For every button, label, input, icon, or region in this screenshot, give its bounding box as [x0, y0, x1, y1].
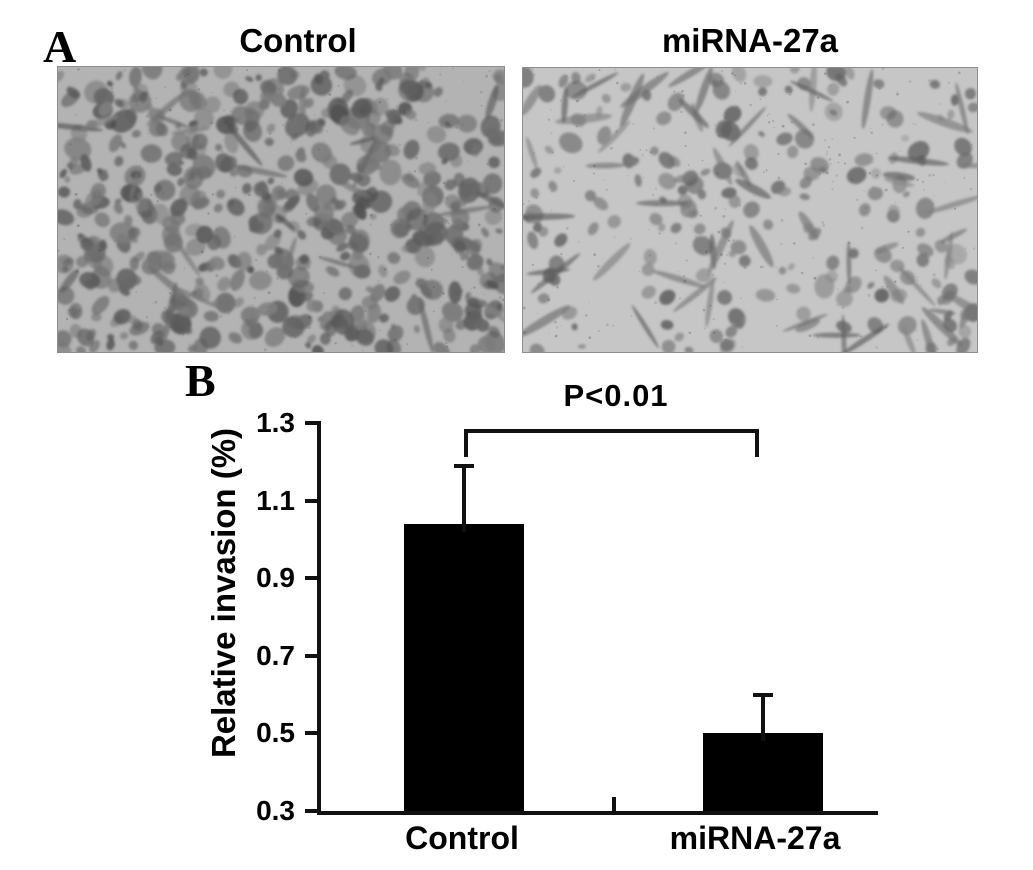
y-tick-label: 1.3 [256, 407, 295, 438]
control-micrograph-image [58, 67, 504, 352]
mirna-27a-micrograph-image [523, 68, 977, 352]
micrograph-title-mirna27a: miRNA-27a [661, 22, 839, 59]
mirna-27a-micrograph [522, 67, 978, 353]
y-tick-label: 1.1 [256, 484, 295, 516]
control-micrograph [57, 66, 505, 353]
y-axis-label: Relative invasion (%) [205, 427, 242, 759]
significance-bracket [464, 429, 759, 457]
panel-b-label: B [185, 355, 216, 406]
x-axis-line [317, 811, 878, 815]
y-axis-line [317, 421, 321, 815]
error-bar-stem [761, 694, 765, 742]
category-label-control: Control [405, 820, 519, 856]
y-tick-mark [305, 498, 317, 503]
y-tick-label: 0.7 [256, 639, 295, 671]
x-tick-mark [611, 797, 616, 811]
error-bar-cap [454, 463, 474, 468]
bar-control [404, 523, 524, 811]
y-tick-mark [305, 809, 317, 813]
y-tick-label: 0.5 [256, 717, 295, 749]
error-bar-stem [462, 465, 466, 532]
y-tick-mark [305, 731, 317, 736]
panel-a-label: A [43, 21, 77, 72]
micrograph-title-control: Control [239, 22, 357, 59]
bar-mirna-27a [703, 733, 823, 811]
significance-annotation: P<0.01 [563, 378, 669, 413]
y-tick-mark [305, 653, 317, 658]
error-bar-cap [753, 692, 773, 697]
y-tick-mark [305, 421, 317, 425]
category-label-mirna27a: miRNA-27a [669, 820, 841, 856]
y-tick-label: 0.3 [256, 795, 295, 826]
y-tick-label: 0.9 [256, 562, 295, 594]
y-tick-mark [305, 576, 317, 581]
